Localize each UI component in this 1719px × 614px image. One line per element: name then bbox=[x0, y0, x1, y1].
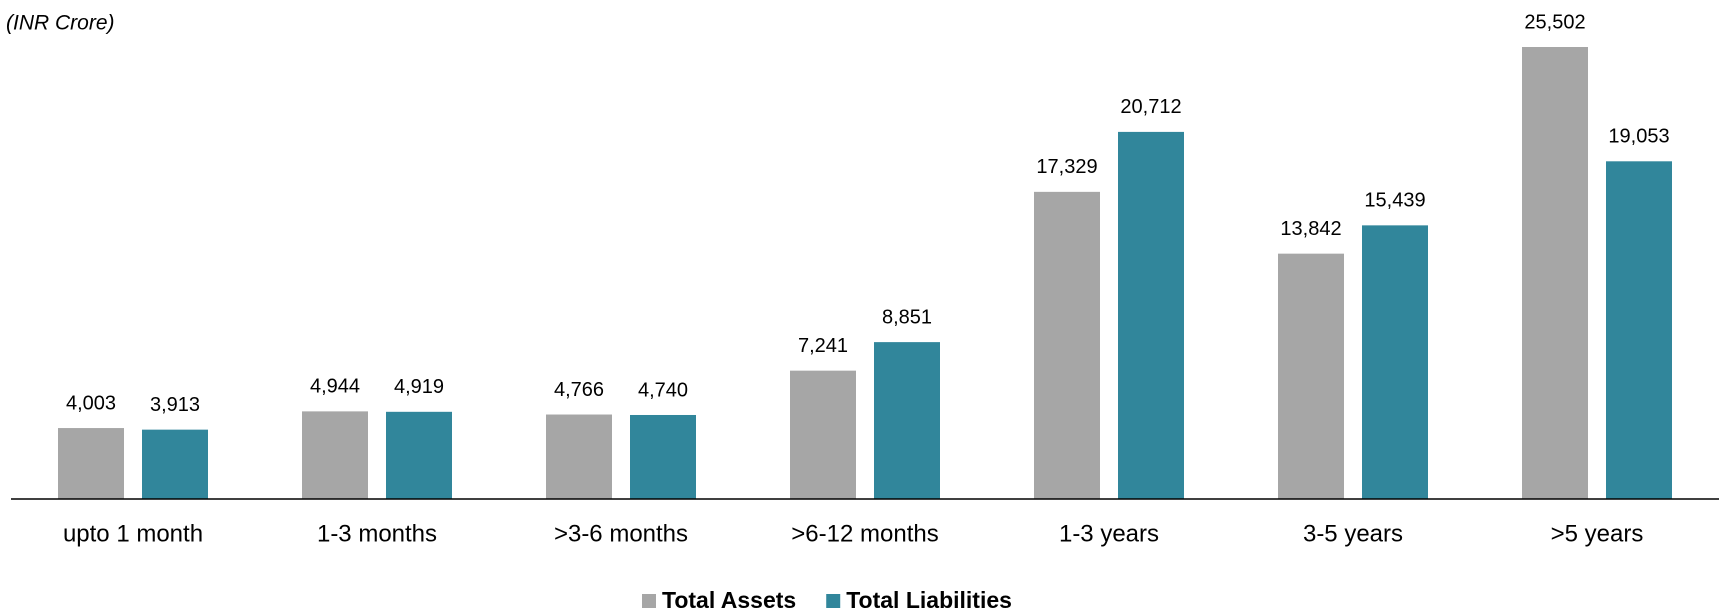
data-label: 17,329 bbox=[1036, 156, 1097, 178]
legend-swatch bbox=[826, 594, 841, 608]
legend-label: Total Liabilities bbox=[846, 587, 1012, 613]
data-label: 15,439 bbox=[1364, 190, 1425, 212]
bar bbox=[790, 370, 856, 499]
x-tick-label: >6-12 months bbox=[791, 520, 938, 547]
legend-swatch bbox=[642, 594, 656, 608]
bar bbox=[1522, 47, 1588, 499]
bar bbox=[546, 414, 612, 499]
legend-label: Total Assets bbox=[662, 587, 796, 613]
data-label: 25,502 bbox=[1524, 11, 1585, 33]
x-tick-label: upto 1 month bbox=[63, 520, 203, 547]
data-label: 8,851 bbox=[882, 306, 932, 328]
data-label: 4,740 bbox=[638, 379, 688, 401]
bar bbox=[1118, 131, 1184, 499]
x-tick-label: >5 years bbox=[1551, 520, 1644, 547]
data-label: 13,842 bbox=[1280, 218, 1341, 240]
data-label: 3,913 bbox=[150, 394, 200, 416]
bar bbox=[386, 411, 452, 499]
x-tick-label: 3-5 years bbox=[1303, 520, 1403, 547]
bar bbox=[630, 414, 696, 499]
chart-subtitle: (INR Crore) bbox=[6, 12, 115, 35]
x-tick-label: 1-3 months bbox=[317, 520, 437, 547]
bar bbox=[58, 428, 124, 499]
bar bbox=[1278, 253, 1344, 499]
data-label: 19,053 bbox=[1608, 126, 1669, 148]
bar bbox=[302, 411, 368, 499]
data-label: 4,919 bbox=[394, 376, 444, 398]
x-tick-label: 1-3 years bbox=[1059, 520, 1159, 547]
x-tick-label: >3-6 months bbox=[554, 520, 688, 547]
data-label: 7,241 bbox=[798, 335, 848, 357]
data-label: 20,712 bbox=[1120, 96, 1181, 118]
data-label: 4,766 bbox=[554, 379, 604, 401]
data-label: 4,944 bbox=[310, 376, 360, 398]
bar bbox=[1034, 191, 1100, 499]
bar bbox=[1606, 161, 1672, 499]
bar bbox=[142, 429, 208, 499]
bar bbox=[1362, 225, 1428, 500]
bar bbox=[874, 342, 940, 499]
data-label: 4,003 bbox=[66, 392, 116, 414]
